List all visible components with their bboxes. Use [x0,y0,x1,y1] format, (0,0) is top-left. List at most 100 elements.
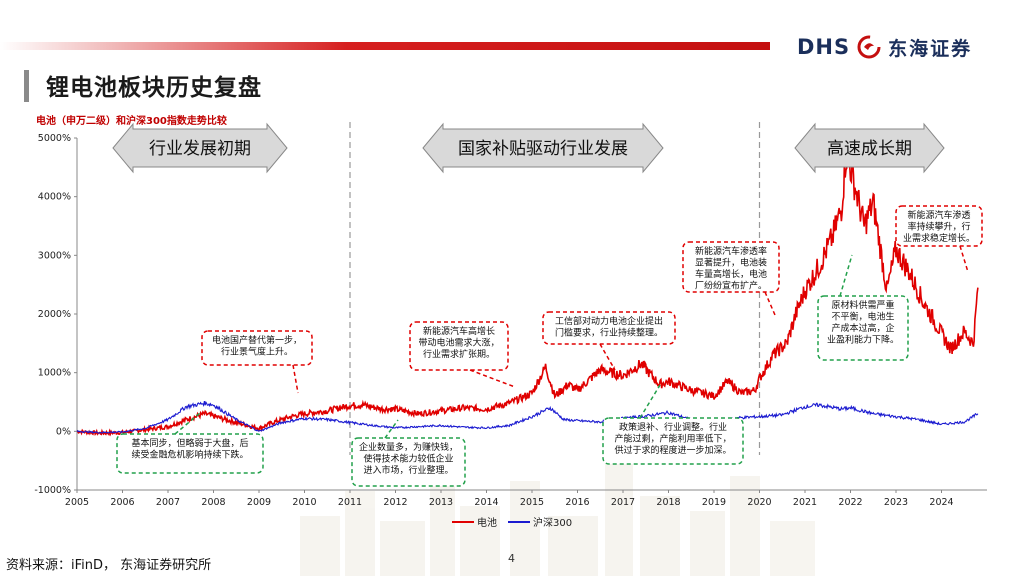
x-tick-label: 2006 [110,497,134,508]
skyline-building [345,491,375,576]
chart-annotations: 电池国产替代第一步，行业景气度上升。基本同步，但略弱于大盘，后续受金融危机影响持… [116,205,983,487]
chart-series [76,149,979,437]
x-tick-label: 2005 [65,497,89,508]
y-tick-label: 0% [56,426,71,437]
annotation-text: 基本同步，但略弱于大盘，后 [131,437,248,449]
title-marker [24,70,29,102]
y-tick-label: 4000% [38,192,71,203]
annotation-text: 供过于求的程度进一步加深。 [614,444,731,456]
annotation-box [602,417,744,465]
x-tick-label: 2017 [611,497,635,508]
y-tick-label: -1000% [34,485,71,496]
x-tick-label: 2019 [702,497,726,508]
y-tick-label: 1000% [38,368,71,379]
annotation-box [201,330,313,366]
x-tick-label: 2024 [929,497,953,508]
chart-legend: 电池 沪深300 [452,516,572,529]
skyline-watermark [300,456,815,576]
y-tick-label: 2000% [38,309,71,320]
annotation-text: 原材料供需严重 [831,299,894,311]
source-note: 资料来源：iFinD， 东海证券研究所 [6,558,212,573]
phase-arrow [422,122,664,174]
annotation-connector [599,343,616,371]
x-tick-label: 2010 [292,497,316,508]
annotation-connector [959,245,969,273]
logo-text: DHS [797,35,851,59]
x-tick-label: 2009 [247,497,271,508]
annotation-box [351,437,466,487]
chart-title: 电池（申万二级）和沪深300指数走势比较 [36,116,227,127]
skyline-building [690,511,725,576]
annotation-text: 行业需求扩张期。 [423,348,495,360]
annotation-text: 行业景气度上升。 [221,346,293,358]
skyline-building [730,476,760,576]
annotation-text: 电池国产替代第一步， [212,334,302,346]
company-logo: DHS 东海证券 [797,33,972,61]
annotation-text: 门槛要求，行业持续整理。 [555,327,663,339]
skyline-building [460,506,500,576]
annotation-text: 带动电池需求大涨， [418,337,499,349]
x-tick-label: 2014 [474,497,498,508]
annotation-text: 进入市场，行业整理。 [363,464,453,476]
phase-arrow [794,122,945,174]
y-tick-label: 3000% [38,250,71,261]
series-line-hs300 [76,400,979,434]
annotation-text: 工信部对动力电池企业提出 [555,315,663,327]
annotation-text: 新能源汽车渗透 [907,209,970,221]
annotation-text: 续受金融危机影响持续下跌。 [131,449,248,461]
annotation-text: 显著提升，电池装 [695,257,767,269]
legend-label: 电池 [477,516,497,529]
annotation-box [116,433,264,474]
phase-arrows: 行业发展初期 国家补贴驱动行业发展 高速成长期 [112,122,945,174]
phase-label: 国家补贴驱动行业发展 [458,139,628,159]
dragon-logo-icon [857,35,881,59]
x-tick-label: 2021 [793,497,817,508]
x-tick-label: 2013 [429,497,453,508]
skyline-building [548,516,598,576]
annotation-text: 产成本过高，企 [831,322,894,334]
annotation-connector [384,419,399,439]
annotation-text: 不平衡，电池生 [831,311,894,323]
x-tick-label: 2023 [884,497,908,508]
chart-axes: 5000% 4000% 3000% 2000% 1000% 0% -1000%2005 200… [34,133,987,508]
skyline-building [380,521,425,576]
skyline-building [770,521,815,576]
x-tick-label: 2015 [520,497,544,508]
annotation-text: 新能源汽车高增长 [423,325,495,337]
annotation-text: 厂纷纷宣布扩产。 [695,280,767,292]
x-tick-label: 2012 [383,497,407,508]
phase-dividers [349,122,761,455]
annotation-text: 车量高增长，电池 [695,268,767,280]
annotation-connector [292,364,299,394]
annotation-box [817,295,909,361]
annotation-box [895,205,983,247]
legend-label: 沪深300 [533,516,572,529]
annotation-text: 政策退补、行业调整。行业 [619,421,727,433]
annotation-box [682,241,780,293]
x-tick-label: 2016 [565,497,589,508]
phase-label: 行业发展初期 [149,139,251,159]
annotation-text: 业盈利能力下降。 [827,334,899,346]
skyline-building [300,516,340,576]
annotation-text: 率持续攀升，行 [907,221,970,233]
annotation-text: 新能源汽车渗透率 [695,245,767,257]
annotation-text: 业需求稳定增长。 [903,232,975,244]
phase-arrow [112,122,288,174]
annotation-connector [839,254,853,297]
skyline-building [510,481,540,576]
x-tick-label: 2007 [156,497,180,508]
annotation-connector [469,369,516,388]
x-tick-label: 2022 [838,497,862,508]
annotation-text: 产能过剩，产能利用率低下， [614,433,731,445]
phase-label: 高速成长期 [827,139,912,159]
header-accent-bar [0,42,770,50]
skyline-building [640,496,680,576]
